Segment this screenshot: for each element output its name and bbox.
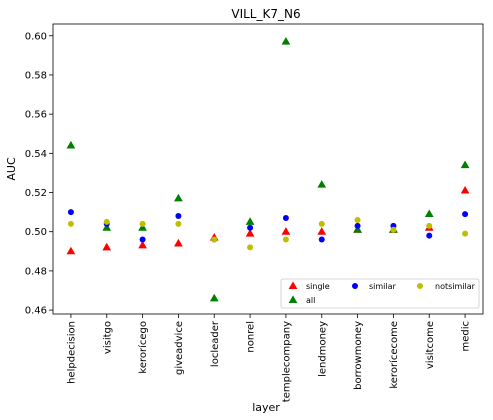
plot-area [52,23,484,315]
data-point-similar [426,232,433,239]
data-point-all [66,140,76,149]
data-point-all [138,223,147,231]
data-point-single [460,185,470,194]
x-tick-label: medic [461,321,472,352]
y-tick-label: 0.60 [25,31,47,42]
data-point-single [317,227,327,235]
legend: single all similar notsimilar [280,278,480,309]
x-tick-label: kerorícecome [388,321,400,389]
data-point-similar [354,222,361,229]
data-point-single [102,242,112,251]
data-point-similar [175,213,182,220]
data-point-all [245,217,255,225]
x-axis: helpdecision visitgo kerorícego giveadvice l… [66,314,472,402]
y-axis: 0.46 0.48 0.50 0.52 0.54 0.56 0.58 0.60 [25,31,53,317]
legend-label-notsimilar: notsimilar [435,282,476,291]
data-point-notsimilar [426,222,433,229]
legend-label-similar: similar [369,282,397,291]
data-point-all [102,223,112,231]
data-point-notsimilar [139,220,146,227]
data-point-single [245,229,255,237]
data-point-all [281,37,291,45]
data-point-all [317,180,327,188]
x-tick-label: helpdecision [66,321,77,384]
data-point-single [138,240,147,249]
legend-marker-single [288,281,298,289]
y-tick-label: 0.58 [25,70,47,81]
data-point-all [424,209,434,218]
legend-box [280,278,480,309]
x-tick-label: lendmoney [317,321,328,377]
data-point-all [460,160,470,169]
data-point-notsimilar [175,220,182,227]
data-point-notsimilar [247,244,254,251]
data-point-single [66,246,76,255]
data-point-all [353,225,362,233]
legend-marker-notsimilar [417,283,423,289]
data-point-notsimilar [354,216,361,223]
data-point-notsimilar [67,220,74,227]
chart-title: VILL_K7_N6 [231,7,300,21]
data-point-similar [462,211,469,218]
data-point-similar [67,209,74,216]
data-point-single [281,227,291,235]
data-point-notsimilar [318,220,325,227]
data-points [66,37,470,302]
data-point-all [174,193,183,202]
data-point-notsimilar [462,230,469,237]
data-point-single [174,238,183,247]
data-point-all [209,293,219,302]
x-tick-label: kerorícego [137,321,149,374]
x-tick-label: visitcome [425,321,436,369]
y-tick-label: 0.52 [25,188,47,199]
data-point-similar [282,214,289,221]
data-point-notsimilar [211,236,218,243]
legend-label-single: single [306,282,330,291]
y-tick-label: 0.48 [25,266,47,277]
x-tick-label: giveadvice [174,321,185,375]
y-tick-label: 0.56 [25,110,47,121]
y-tick-label: 0.46 [25,306,47,317]
data-point-notsimilar [390,226,397,233]
y-tick-label: 0.50 [25,227,47,238]
data-point-notsimilar [282,236,289,243]
y-axis-title: AUC [5,157,18,181]
legend-label-all: all [306,296,315,305]
legend-marker-all [288,295,298,303]
x-tick-label: borrowmoney [353,321,364,390]
x-tick-label: visitgo [102,321,113,354]
x-tick-label: locleader [210,320,221,367]
y-tick-label: 0.54 [25,149,47,160]
x-tick-label: nonrel [246,321,257,353]
legend-marker-similar [352,283,358,289]
data-point-similar [247,224,254,231]
x-axis-title: layer [252,401,280,414]
data-point-similar [318,236,325,243]
data-point-similar [139,236,146,243]
data-point-notsimilar [103,218,110,225]
x-tick-label: templecompany [281,321,292,402]
